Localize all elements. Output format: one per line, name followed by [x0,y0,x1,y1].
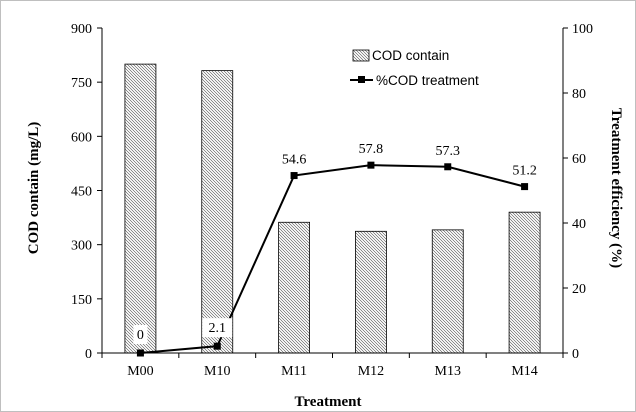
legend-swatch-bar [352,49,370,62]
y-left-tick-label: 300 [71,239,92,254]
x-tick-label: M13 [435,364,461,379]
bar [278,221,310,354]
line-point [136,349,144,357]
y-right-tick-label: 20 [572,282,586,297]
y-axis-right-title: Treatment efficiency (%) [608,108,624,268]
data-label: 54.6 [282,153,307,168]
x-axis-title: Treatment [295,394,362,410]
data-label-bg [133,325,148,344]
data-label: 51.2 [512,164,537,179]
y-right-tick-label: 40 [572,217,586,232]
line-point [290,172,298,180]
x-tick-label: M14 [511,364,537,379]
line-point [444,163,452,171]
y-right-tick-label: 60 [572,152,586,167]
data-label: 2.1 [209,321,227,336]
x-tick-label: M12 [358,364,384,379]
data-label: 57.3 [436,144,461,159]
y-left-tick-label: 450 [71,185,92,200]
bar [355,230,387,354]
y-right-tick-label: 80 [572,87,586,102]
bar [201,70,234,354]
data-label: 57.8 [359,142,384,157]
y-right-tick-label: 100 [572,22,593,37]
data-label: 0 [137,328,144,343]
line-path [140,164,525,354]
x-tick-label: M00 [127,364,153,379]
y-left-tick-label: 750 [71,76,92,91]
legend: COD contain %COD treatment [350,48,479,88]
legend-label-bar: COD contain [372,48,449,63]
line-series: 0 2.1 54.6 57.8 57.3 51.2 [133,142,537,357]
y-axis-left-title: COD contain (mg/L) [26,122,42,255]
bar [508,211,541,354]
line-point [521,183,529,191]
data-label-bg [202,318,233,338]
y-left-tick-label: 150 [71,293,92,308]
x-tick-label: M10 [204,364,230,379]
legend-swatch-marker [358,76,365,83]
x-tick-label: M11 [281,364,307,379]
y-right-tick-label: 0 [572,347,579,362]
line-point [213,342,221,350]
legend-label-line: %COD treatment [376,73,479,88]
bar [124,63,157,354]
line-point [367,161,375,169]
bar [431,229,464,354]
y-left-tick-label: 600 [71,130,92,145]
y-left-tick-label: 900 [71,22,92,37]
axes [97,27,568,358]
y-left-tick-label: 0 [85,347,92,362]
bar-series [124,63,541,354]
tick-labels: 0 150 300 450 600 750 900 0 20 40 60 80 100 M00 M10 M11… [71,22,593,379]
